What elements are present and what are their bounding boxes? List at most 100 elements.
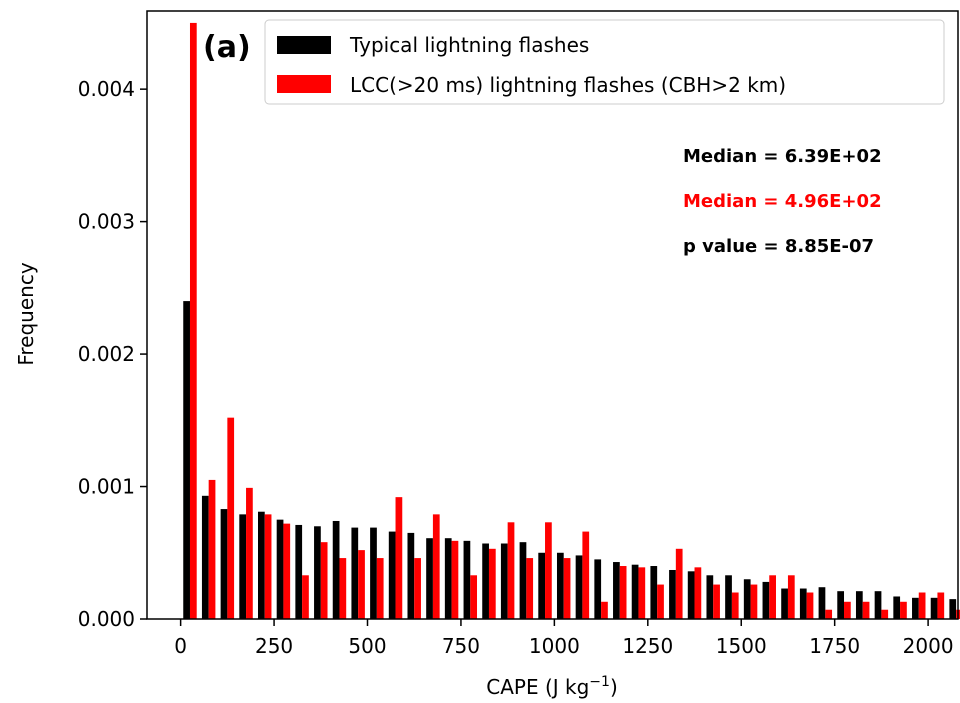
bar-lcc-11 [395, 497, 403, 619]
bar-typical-37 [874, 591, 882, 619]
panel-label: (a) [203, 30, 251, 65]
bar-lcc-15 [470, 575, 478, 619]
bar-typical-24 [631, 564, 639, 619]
plot-frame [146, 10, 959, 620]
x-tick-label-7: 1750 [809, 634, 860, 658]
median-lcc-annotation: Median = 4.96E+02 [683, 191, 882, 212]
bar-lcc-33 [806, 592, 814, 619]
bar-typical-12 [407, 532, 415, 619]
bar-lcc-8 [339, 558, 347, 619]
y-tick-label-0: 0.000 [78, 607, 135, 631]
bar-typical-23 [613, 562, 620, 619]
bar-lcc-23 [619, 566, 627, 619]
bar-lcc-26 [675, 548, 683, 619]
bar-lcc-19 [545, 522, 552, 619]
bar-lcc-16 [488, 548, 496, 619]
bar-typical-41 [949, 599, 957, 619]
x-tick-label-2: 500 [348, 634, 386, 658]
bar-lcc-36 [862, 601, 870, 619]
bar-typical-22 [594, 559, 602, 619]
bar-lcc-32 [787, 575, 795, 619]
y-tick-label-3: 0.003 [78, 210, 135, 234]
x-tick-label-1: 250 [255, 634, 293, 658]
bar-lcc-30 [750, 584, 758, 619]
y-tick-label-1: 0.001 [78, 475, 135, 499]
x-axis-label-end: ) [610, 675, 618, 699]
bar-lcc-25 [657, 584, 664, 619]
bar-typical-17 [500, 543, 508, 619]
x-axis-label-main: CAPE (J kg [486, 675, 589, 699]
plot-area [147, 11, 958, 619]
bar-typical-1 [201, 495, 209, 619]
bar-lcc-31 [769, 575, 776, 619]
bar-typical-39 [912, 597, 919, 619]
bar-lcc-24 [638, 567, 646, 619]
p-value-annotation: p value = 8.85E-07 [683, 236, 874, 257]
bar-typical-36 [855, 591, 863, 619]
bar-lcc-22 [601, 601, 608, 619]
x-tick-label-6: 1500 [716, 634, 767, 658]
legend-swatch-typical [277, 36, 331, 54]
bar-typical-0 [183, 301, 190, 619]
x-tick-label-4: 1000 [529, 634, 580, 658]
bar-lcc-28 [713, 584, 720, 619]
bar-lcc-14 [451, 540, 459, 619]
bar-lcc-3 [246, 487, 253, 619]
bar-typical-34 [818, 587, 826, 619]
legend-label-lcc: LCC(>20 ms) lightning flashes (CBH>2 km) [350, 73, 786, 97]
bar-typical-2 [220, 509, 228, 619]
y-ticks: 0.000 0.001 0.002 0.003 0.004 [78, 77, 147, 631]
x-tick-label-5: 1250 [622, 634, 673, 658]
bar-lcc-38 [900, 601, 907, 619]
bar-typical-16 [482, 543, 489, 619]
bar-typical-19 [538, 552, 546, 619]
bar-typical-21 [575, 555, 583, 619]
bar-lcc-5 [283, 523, 291, 619]
bar-typical-38 [893, 596, 901, 619]
bar-lcc-40 [937, 592, 945, 619]
bar-typical-3 [239, 514, 247, 619]
bar-typical-8 [332, 520, 340, 619]
bar-lcc-34 [825, 609, 833, 619]
bar-typical-29 [725, 575, 732, 619]
bar-typical-13 [426, 538, 433, 619]
x-tick-label-3: 750 [442, 634, 480, 658]
median-typical-annotation: Median = 6.39E+02 [683, 146, 882, 167]
x-tick-label-0: 0 [174, 634, 187, 658]
bar-lcc-7 [320, 542, 328, 619]
bar-typical-33 [799, 588, 807, 619]
bar-typical-11 [388, 531, 396, 619]
x-axis-label-sup: −1 [589, 674, 610, 690]
bar-lcc-1 [208, 479, 216, 619]
bar-lcc-20 [563, 558, 571, 619]
bar-lcc-18 [526, 558, 534, 619]
bar-lcc-12 [414, 558, 421, 619]
y-axis-label: Frequency [14, 262, 38, 365]
bar-lcc-6 [302, 575, 309, 619]
bar-typical-30 [743, 579, 751, 619]
bar-lcc-0 [189, 22, 197, 620]
bar-lcc-39 [918, 592, 926, 619]
bar-lcc-9 [358, 550, 365, 619]
bar-typical-31 [762, 581, 770, 619]
legend-label-typical: Typical lightning flashes [349, 33, 589, 57]
bar-lcc-21 [582, 531, 590, 619]
bar-typical-14 [444, 538, 452, 619]
bar-lcc-27 [694, 567, 702, 619]
bar-lcc-13 [432, 514, 440, 619]
bar-lcc-29 [731, 592, 739, 619]
bar-typical-32 [781, 588, 788, 619]
x-ticks: 0 250 500 750 1000 1250 1500 1750 2000 [174, 619, 954, 658]
bar-typical-5 [276, 519, 284, 619]
bar-lcc-37 [881, 609, 889, 619]
bar-typical-15 [463, 540, 471, 619]
bar-lcc-4 [264, 514, 272, 619]
legend-box [264, 19, 945, 105]
bar-typical-28 [706, 575, 714, 619]
bar-typical-25 [650, 566, 658, 619]
legend: Typical lightning flashes LCC(>20 ms) li… [264, 19, 945, 105]
bar-lcc-17 [507, 522, 515, 619]
bar-lcc-35 [844, 601, 851, 619]
bar-typical-18 [519, 542, 527, 619]
